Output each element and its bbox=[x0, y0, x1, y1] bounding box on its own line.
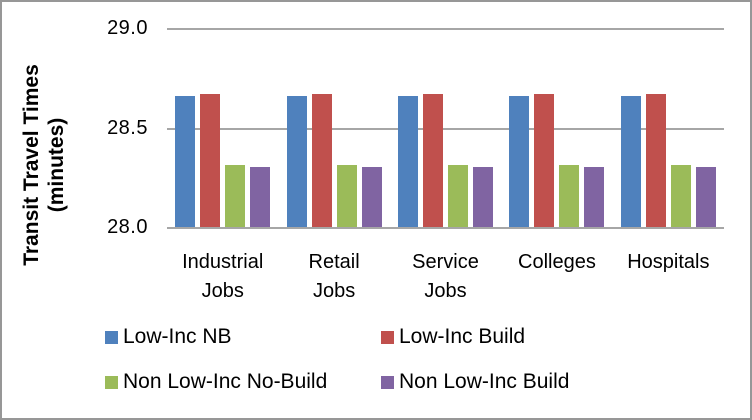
bars-layer bbox=[167, 28, 724, 227]
y-tick-label-29.0: 29.0 bbox=[107, 17, 148, 39]
legend-item-non-low-inc-build: Non Low-Inc Build bbox=[381, 369, 569, 395]
x-category-label-hospitals: Hospitals bbox=[613, 248, 724, 306]
bar-non-low-inc-no-build-service-jobs bbox=[448, 165, 469, 227]
bar-non-low-inc-build-industrial-jobs bbox=[250, 167, 271, 227]
bar-non-low-inc-build-colleges bbox=[584, 167, 605, 227]
legend-label-low-inc-nb: Low-Inc NB bbox=[123, 325, 232, 348]
legend-item-low-inc-nb: Low-Inc NB bbox=[105, 324, 232, 350]
bar-low-inc-nb-service-jobs bbox=[398, 95, 419, 227]
bar-low-inc-build-industrial-jobs bbox=[200, 93, 221, 227]
x-category-label-industrial-jobs: Industrial Jobs bbox=[167, 248, 278, 306]
bar-low-inc-build-service-jobs bbox=[423, 93, 444, 227]
x-category-label-line: Jobs bbox=[312, 280, 356, 302]
y-tick-label-28.0: 28.0 bbox=[107, 216, 148, 238]
bar-group-hospitals bbox=[613, 28, 724, 227]
bar-non-low-inc-no-build-retail-jobs bbox=[336, 165, 357, 227]
bar-non-low-inc-build-hospitals bbox=[695, 167, 716, 227]
bar-group-industrial-jobs bbox=[167, 28, 278, 227]
legend-swatch-non-low-inc-no-build bbox=[105, 375, 118, 389]
bar-non-low-inc-no-build-hospitals bbox=[670, 165, 691, 227]
bar-low-inc-nb-industrial-jobs bbox=[175, 95, 196, 227]
legend-label-non-low-inc-build: Non Low-Inc Build bbox=[399, 370, 570, 393]
legend-item-low-inc-build: Low-Inc Build bbox=[381, 324, 525, 350]
y-tick-label-28.5: 28.5 bbox=[107, 116, 148, 139]
bar-non-low-inc-build-retail-jobs bbox=[361, 167, 382, 227]
x-category-label-line: Retail bbox=[308, 251, 360, 273]
bar-non-low-inc-build-service-jobs bbox=[473, 167, 494, 227]
legend-label-non-low-inc-no-build: Non Low-Inc No-Build bbox=[123, 370, 328, 393]
x-category-label-line: Industrial bbox=[182, 251, 264, 273]
x-category-label-line: Hospitals bbox=[627, 251, 710, 273]
x-category-label-line: Service bbox=[412, 251, 479, 273]
bar-group-colleges bbox=[501, 28, 612, 227]
bar-low-inc-nb-hospitals bbox=[620, 95, 641, 227]
x-category-label-line: Jobs bbox=[424, 280, 467, 302]
legend-swatch-non-low-inc-build bbox=[381, 375, 394, 389]
legend-swatch-low-inc-build bbox=[381, 330, 394, 344]
bar-low-inc-build-colleges bbox=[534, 93, 555, 227]
bar-low-inc-nb-retail-jobs bbox=[286, 95, 307, 227]
bar-low-inc-build-retail-jobs bbox=[311, 93, 332, 227]
bar-group-service-jobs bbox=[390, 28, 501, 227]
x-axis-category-labels: Industrial Jobs Retail Jobs Service Jobs Colle… bbox=[167, 248, 724, 306]
x-category-label-colleges: Colleges bbox=[501, 248, 612, 306]
y-axis-title-line-1: Transit Travel Times bbox=[20, 64, 43, 266]
x-category-label-line: Colleges bbox=[518, 251, 596, 273]
bar-low-inc-build-hospitals bbox=[645, 93, 666, 227]
gridline-y-29.0 bbox=[167, 28, 724, 30]
bar-non-low-inc-no-build-industrial-jobs bbox=[225, 165, 246, 227]
x-category-label-service-jobs: Service Jobs bbox=[390, 248, 501, 306]
bar-non-low-inc-no-build-colleges bbox=[559, 165, 580, 227]
legend-swatch-low-inc-nb bbox=[105, 330, 118, 344]
bar-group-retail-jobs bbox=[278, 28, 389, 227]
legend-item-non-low-inc-no-build: Non Low-Inc No-Build bbox=[105, 369, 327, 395]
x-category-label-line: Jobs bbox=[201, 280, 244, 302]
bar-low-inc-nb-colleges bbox=[509, 95, 530, 227]
legend-label-low-inc-build: Low-Inc Build bbox=[399, 325, 526, 348]
x-category-label-retail-jobs: Retail Jobs bbox=[278, 248, 389, 306]
gridline-y-28.5 bbox=[167, 127, 724, 130]
x-axis-line bbox=[167, 227, 724, 229]
plot-area bbox=[167, 28, 724, 229]
